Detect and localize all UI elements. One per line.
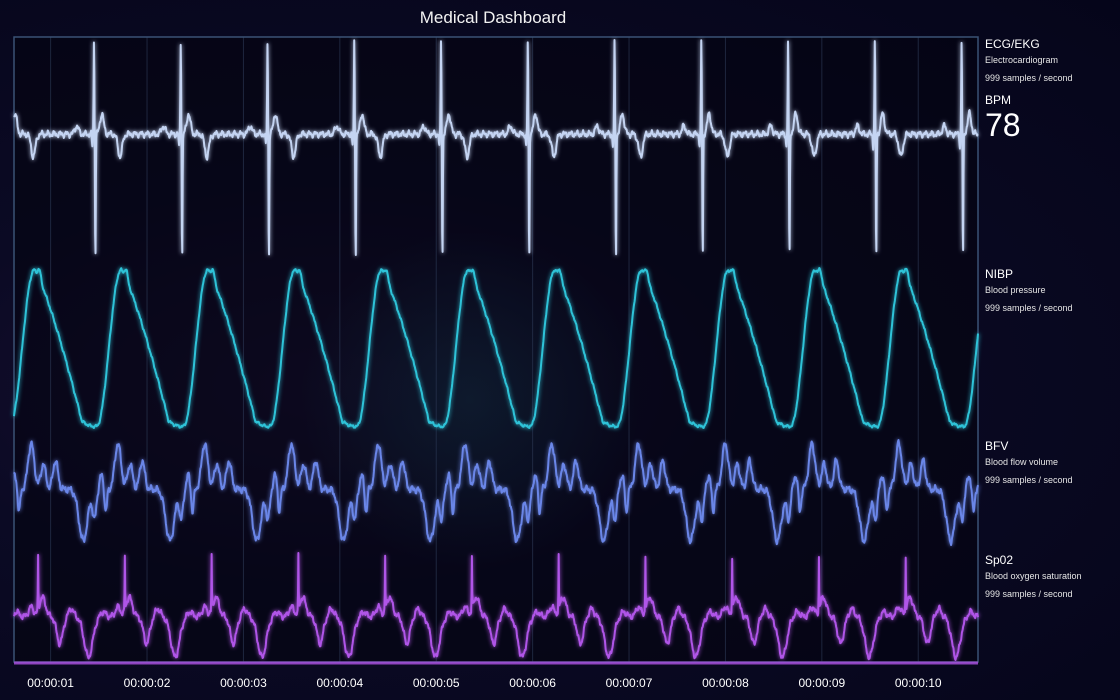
series-line-nibp <box>13 267 979 429</box>
x-tick-label: 00:00:09 <box>798 676 846 690</box>
spo2-channel-label: Sp02 Blood oxygen saturation 999 samples… <box>985 553 1115 603</box>
bfv-channel-name: BFV <box>985 439 1009 453</box>
x-tick-label: 00:00:01 <box>27 676 74 690</box>
series-line-bfv <box>13 439 979 546</box>
bfv-channel-rate: 999 samples / second <box>985 475 1073 485</box>
series-line-spo2 <box>13 552 979 661</box>
nibp-channel-description: Blood pressure <box>985 285 1046 295</box>
background-halo <box>300 230 640 570</box>
ecg-channel-rate: 999 samples / second <box>985 73 1073 83</box>
spo2-channel-rate: 999 samples / second <box>985 589 1073 599</box>
x-tick-label: 00:00:02 <box>123 676 171 690</box>
nibp-channel-label: NIBP Blood pressure 999 samples / second <box>985 267 1115 317</box>
x-tick-label: 00:00:03 <box>220 676 267 690</box>
ecg-channel-description: Electrocardiogram <box>985 55 1059 65</box>
x-tick-label: 00:00:10 <box>894 676 942 690</box>
x-tick-label: 00:00:06 <box>509 676 556 690</box>
x-tick-label: 00:00:07 <box>605 676 653 690</box>
bfv-channel-description: Blood flow volume <box>985 457 1059 467</box>
chart-title: Medical Dashboard <box>419 8 567 27</box>
spo2-channel-description: Blood oxygen saturation <box>985 571 1082 581</box>
x-tick-label: 00:00:05 <box>412 676 460 690</box>
x-tick-label: 00:00:08 <box>702 676 749 690</box>
bfv-channel-label: BFV Blood flow volume 999 samples / seco… <box>985 439 1115 489</box>
ecg-channel-name: ECG/EKG <box>985 37 1040 51</box>
x-tick-label: 00:00:04 <box>316 676 364 690</box>
series-line-ecg <box>13 39 979 256</box>
spo2-channel-name: Sp02 <box>985 553 1014 567</box>
ecg-channel-label: ECG/EKG Electrocardiogram 999 samples / … <box>985 37 1115 143</box>
bpm-value: 78 <box>985 107 1021 143</box>
bpm-label: BPM <box>985 93 1012 107</box>
nibp-channel-name: NIBP <box>985 267 1014 281</box>
nibp-channel-rate: 999 samples / second <box>985 303 1073 313</box>
